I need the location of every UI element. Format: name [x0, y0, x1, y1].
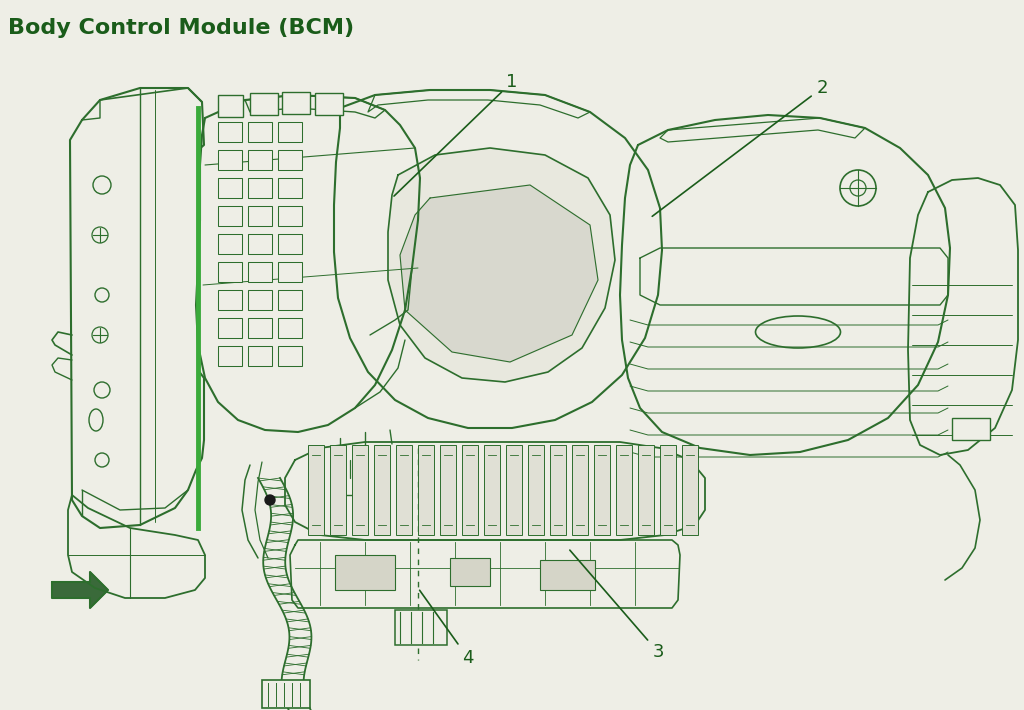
Bar — [218, 234, 242, 254]
Bar — [218, 122, 242, 142]
Bar — [278, 178, 302, 198]
Bar — [616, 445, 632, 535]
Circle shape — [265, 495, 275, 505]
Bar — [248, 178, 272, 198]
Bar — [528, 445, 544, 535]
Bar — [218, 262, 242, 282]
Bar — [248, 150, 272, 170]
Bar — [218, 290, 242, 310]
Polygon shape — [908, 178, 1018, 455]
Polygon shape — [70, 88, 204, 528]
Bar — [450, 558, 490, 586]
Bar — [278, 234, 302, 254]
Text: 4: 4 — [420, 590, 474, 667]
Bar — [308, 445, 324, 535]
Bar — [250, 93, 278, 115]
Bar — [278, 206, 302, 226]
Bar — [248, 262, 272, 282]
Polygon shape — [68, 495, 205, 598]
Polygon shape — [196, 95, 420, 432]
Bar — [218, 206, 242, 226]
Bar — [352, 445, 368, 535]
Bar — [278, 122, 302, 142]
Bar — [248, 234, 272, 254]
Bar — [396, 445, 412, 535]
Bar — [218, 346, 242, 366]
Bar — [282, 92, 310, 114]
Bar — [484, 445, 500, 535]
Bar — [952, 418, 990, 440]
Polygon shape — [388, 148, 615, 382]
Bar — [506, 445, 522, 535]
Bar — [248, 290, 272, 310]
Bar — [218, 150, 242, 170]
Text: 2: 2 — [652, 79, 827, 217]
Bar — [638, 445, 654, 535]
Bar — [660, 445, 676, 535]
Bar — [248, 122, 272, 142]
Bar — [418, 445, 434, 535]
Bar — [278, 290, 302, 310]
Bar — [335, 555, 395, 590]
Bar — [278, 346, 302, 366]
Bar — [278, 262, 302, 282]
Bar — [248, 346, 272, 366]
Bar — [218, 95, 243, 117]
Polygon shape — [285, 442, 705, 540]
Bar — [218, 178, 242, 198]
Bar — [682, 445, 698, 535]
Polygon shape — [620, 115, 950, 455]
Text: Body Control Module (BCM): Body Control Module (BCM) — [8, 18, 354, 38]
Bar — [315, 93, 343, 115]
Bar — [395, 610, 447, 645]
Bar — [550, 445, 566, 535]
Polygon shape — [290, 540, 680, 608]
Bar — [540, 560, 595, 590]
Bar — [248, 318, 272, 338]
Bar — [330, 445, 346, 535]
Polygon shape — [334, 90, 662, 428]
Text: 1: 1 — [394, 73, 518, 196]
Polygon shape — [400, 185, 598, 362]
Bar — [594, 445, 610, 535]
Text: 3: 3 — [569, 550, 664, 661]
Bar — [374, 445, 390, 535]
Bar — [572, 445, 588, 535]
Bar — [462, 445, 478, 535]
Bar — [440, 445, 456, 535]
Bar — [278, 150, 302, 170]
Bar — [218, 318, 242, 338]
Bar — [248, 206, 272, 226]
Bar — [262, 680, 310, 708]
Bar — [278, 318, 302, 338]
Polygon shape — [52, 572, 108, 608]
